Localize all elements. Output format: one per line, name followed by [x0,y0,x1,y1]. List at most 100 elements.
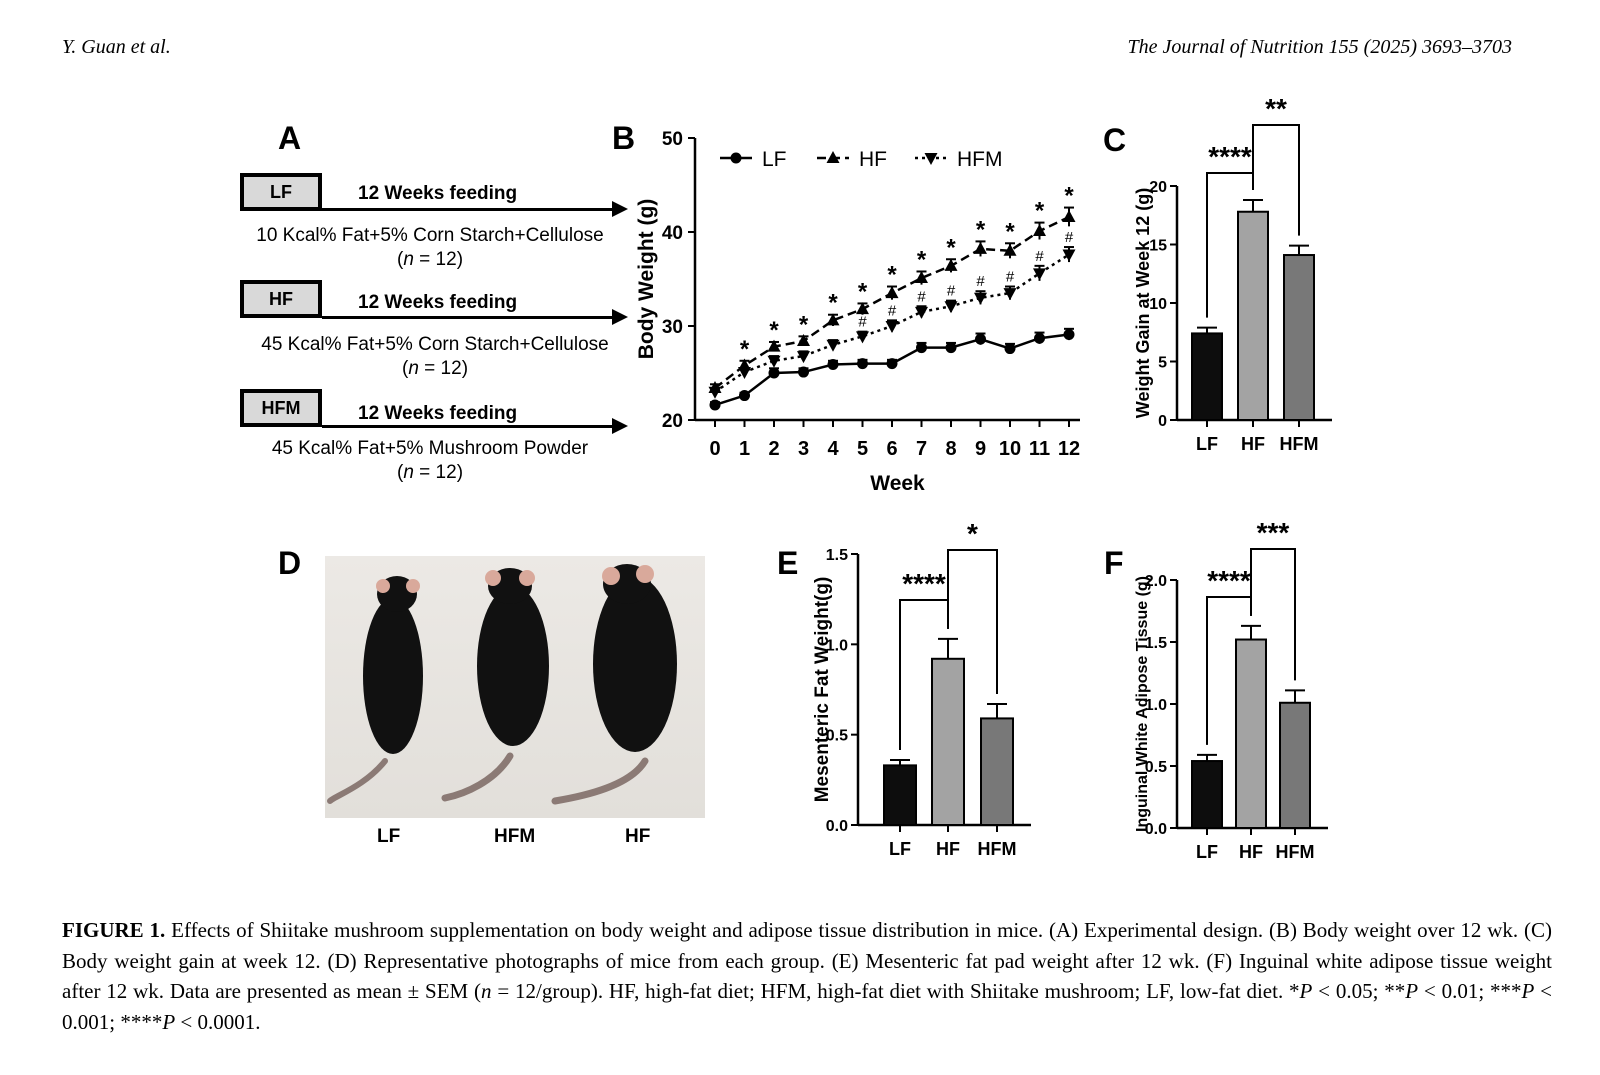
n-value: = 12 [413,462,457,483]
caption-t2: < 0.01; *** [1418,979,1522,1003]
y-tick-label: 20 [662,411,683,432]
bar-hf [1235,638,1267,829]
y-tick-label: 2.0 [1145,573,1167,590]
n-value: = 12 [418,358,462,379]
data-point-hf [1033,224,1046,237]
significance-hash: # [888,302,897,319]
diet-description-hf: 45 Kcal% Fat+5% Corn Starch+Cellulose (n… [261,334,609,379]
significance-label: *** [1257,520,1290,548]
significance-star: * [917,246,927,273]
data-point-hfm [856,331,869,344]
x-tick-label: 0 [709,438,720,460]
photo-label-hf: HF [625,826,651,847]
data-point-hfm [974,292,987,305]
data-point-hfm [797,351,810,364]
significance-label: **** [1208,141,1252,172]
data-point-lf [1004,343,1016,355]
data-point-hfm [924,153,938,165]
significance-star: * [1035,198,1045,225]
data-point-lf [886,358,898,370]
significance-hash: # [976,273,985,290]
feeding-label-hfm: 12 Weeks feeding [358,403,518,424]
feeding-label-lf: 12 Weeks feeding [358,183,518,204]
data-point-hf [826,313,840,326]
y-axis-label: Inguinal White Adipose Tissue (g) [1135,576,1151,832]
x-tick-label: 3 [798,438,809,460]
diet-description-hfm: 45 Kcal% Fat+5% Mushroom Powder (n = 12) [271,438,589,483]
significance-bracket [1252,124,1300,236]
data-point-hf [1003,243,1017,256]
y-tick-label: 1.5 [1145,635,1167,652]
bar-hf [1237,210,1269,421]
x-tick-label: HF [1241,434,1265,454]
data-point-lf [945,342,957,354]
panel-label-b: B [612,120,636,156]
caption-t3: < 0.001; **** [62,979,1552,1034]
caption-text: Effects of Shiitake mushroom supplementa… [62,918,1553,1003]
data-point-hf [915,271,928,284]
x-tick-label: HF [936,839,960,859]
significance-star: * [769,317,779,344]
significance-label: ** [1265,93,1287,124]
data-point-hfm [708,386,722,399]
y-tick-label: 0.5 [1145,759,1167,776]
x-tick-label: HFM [1280,434,1319,454]
n-value: = 12 [413,249,457,270]
bar-lf [883,764,917,827]
diet-description-lf: 10 Kcal% Fat+5% Corn Starch+Cellulose (n… [256,225,604,270]
data-point-hfm [944,301,958,314]
y-axis-label: Weight Gain at Week 12 (g) [1135,188,1153,418]
significance-hash: # [947,283,956,300]
data-point-lf [1034,332,1045,344]
bar-hf [931,657,965,826]
y-axis-label: Mesenteric Fat Weight(g) [812,577,833,803]
x-tick-label: 8 [945,438,956,460]
significance-star: * [887,262,897,289]
data-point-lf [827,359,839,371]
caption-t1: < 0.05; ** [1312,979,1406,1003]
running-header-authors: Y. Guan et al. [62,36,171,58]
data-point-lf [709,399,721,411]
significance-hash: # [917,288,926,305]
significance-hash: # [1006,269,1015,286]
significance-label: **** [1207,565,1251,596]
mice-illustration [327,564,677,805]
x-tick-label: LF [889,839,911,859]
caption-p4: P [162,1009,176,1034]
timeline-arrow-hfm [322,425,614,428]
data-point-hf [974,241,987,254]
y-tick-label: 30 [662,317,683,338]
caption-n: n [481,979,492,1003]
significance-star: * [976,216,986,243]
data-point-hfm [767,355,781,368]
legend-label-lf: LF [762,148,787,171]
data-point-hfm [1062,249,1076,262]
x-tick-label: 1 [739,438,750,460]
photo-label-hfm: HFM [494,826,536,847]
n-label: n [408,358,419,379]
bar-hfm [980,717,1014,826]
legend-label-hfm: HFM [957,148,1003,171]
y-tick-label: 0.0 [1145,821,1167,838]
photo-label-lf: LF [377,826,401,847]
running-header-journal: The Journal of Nutrition 155 (2025) 3693… [1127,36,1512,58]
data-point-lf [768,367,780,379]
caption-p1: P [1299,979,1313,1003]
mesenteric-fat-bar-chart: 0.0 0.5 1.0 1.5 Mesenteric Fat Weight(g) LF HF… [812,520,1031,859]
data-point-hf [1062,209,1076,222]
data-point-hf [797,334,810,347]
data-point-hfm [885,321,899,333]
x-tick-label: HF [1239,842,1263,862]
y-tick-label: 5 [1158,355,1167,372]
data-point-hf [767,339,781,352]
x-tick-label: 4 [827,438,839,460]
data-point-hf [826,151,840,163]
y-tick-label: 10 [1149,296,1167,313]
significance-hash: # [1035,248,1044,265]
arrow-head-icon [612,418,628,434]
caption-t4: < 0.0001. [175,1009,261,1034]
panel-label-e: E [777,545,799,581]
